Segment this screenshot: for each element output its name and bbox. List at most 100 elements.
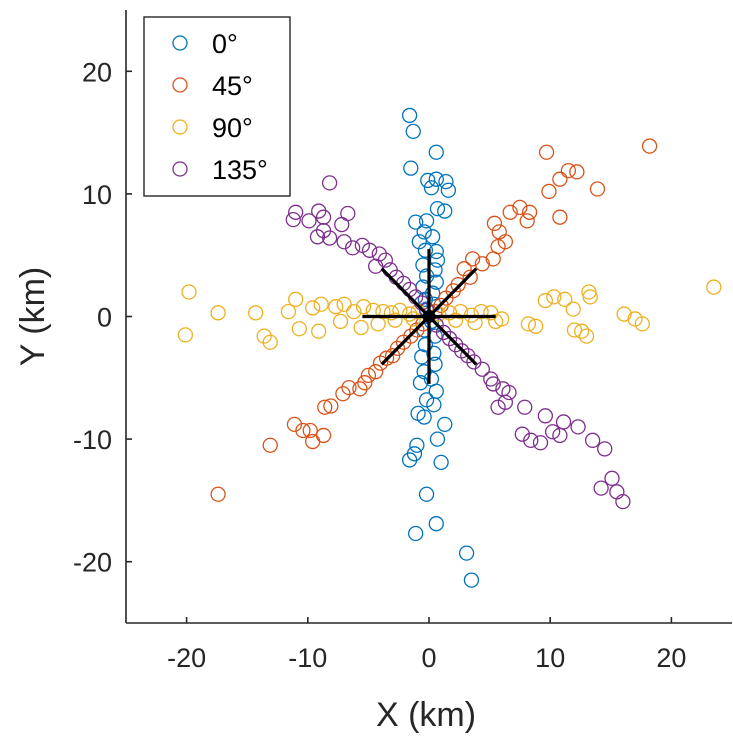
data-point bbox=[387, 312, 403, 328]
data-point bbox=[323, 398, 339, 414]
data-point bbox=[411, 234, 427, 250]
data-point bbox=[321, 175, 338, 191]
data-point bbox=[334, 216, 350, 233]
data-point bbox=[429, 252, 446, 268]
legend-label: 0° bbox=[212, 29, 238, 59]
data-point bbox=[360, 367, 377, 383]
data-point bbox=[328, 299, 344, 315]
data-point bbox=[341, 379, 357, 396]
data-point bbox=[336, 234, 352, 250]
data-point bbox=[435, 324, 452, 341]
data-point bbox=[288, 204, 304, 220]
data-point bbox=[262, 437, 278, 453]
data-point bbox=[301, 213, 317, 229]
data-point bbox=[450, 276, 466, 293]
data-point bbox=[456, 261, 472, 277]
data-point bbox=[352, 381, 368, 397]
data-point bbox=[441, 330, 458, 347]
data-point bbox=[520, 316, 537, 332]
data-point bbox=[409, 322, 425, 338]
data-point bbox=[428, 144, 444, 160]
legend: 0° 45° 90° 135° bbox=[143, 16, 291, 197]
data-point bbox=[552, 171, 568, 187]
series-3 bbox=[285, 175, 631, 510]
data-point bbox=[521, 204, 538, 220]
data-point bbox=[406, 446, 423, 462]
data-point bbox=[581, 284, 597, 300]
data-point bbox=[532, 435, 549, 451]
data-point bbox=[344, 240, 361, 256]
data-point bbox=[285, 211, 301, 228]
data-point bbox=[395, 334, 412, 350]
data-point bbox=[541, 183, 557, 200]
data-point bbox=[582, 289, 598, 305]
data-point bbox=[408, 525, 424, 542]
data-point bbox=[304, 300, 321, 316]
data-point bbox=[401, 107, 418, 124]
data-point bbox=[706, 279, 722, 295]
x-tick-label: -20 bbox=[167, 643, 206, 673]
data-point bbox=[429, 200, 446, 217]
data-point bbox=[537, 408, 554, 424]
data-point bbox=[609, 484, 625, 500]
data-point bbox=[557, 291, 573, 307]
legend-label: 45° bbox=[212, 71, 253, 101]
data-point bbox=[565, 301, 581, 317]
data-point bbox=[584, 432, 601, 448]
data-point bbox=[288, 291, 304, 307]
data-point bbox=[485, 376, 501, 392]
data-point bbox=[429, 431, 446, 447]
data-point bbox=[423, 180, 440, 196]
data-point bbox=[491, 224, 507, 240]
data-point bbox=[634, 316, 650, 332]
data-point bbox=[304, 433, 321, 450]
data-point bbox=[494, 311, 510, 327]
data-point bbox=[593, 480, 609, 496]
data-point bbox=[418, 486, 435, 502]
data-point bbox=[458, 545, 475, 561]
x-tick-label: 10 bbox=[535, 643, 565, 673]
data-point bbox=[641, 138, 658, 154]
y-tick-label: -10 bbox=[73, 425, 112, 455]
data-point bbox=[464, 251, 481, 267]
data-point bbox=[383, 305, 400, 321]
x-tick-label: 0 bbox=[421, 643, 436, 673]
y-tick-label: 10 bbox=[82, 180, 112, 210]
data-point bbox=[615, 493, 631, 510]
data-point bbox=[340, 205, 356, 222]
data-point bbox=[295, 422, 311, 439]
data-point bbox=[485, 251, 501, 267]
legend-marker bbox=[172, 77, 188, 93]
y-axis-label: Y (km) bbox=[14, 267, 52, 366]
data-point bbox=[368, 258, 384, 274]
data-point bbox=[417, 242, 434, 258]
data-point bbox=[313, 296, 329, 312]
data-point bbox=[517, 399, 533, 415]
data-point bbox=[311, 323, 327, 339]
data-point bbox=[538, 144, 555, 160]
data-point bbox=[309, 229, 326, 245]
data-point bbox=[286, 416, 303, 433]
data-point bbox=[448, 312, 464, 328]
data-point bbox=[405, 123, 421, 140]
center-marker bbox=[422, 310, 436, 323]
data-point bbox=[321, 230, 338, 246]
data-point bbox=[560, 162, 577, 179]
data-point bbox=[416, 409, 432, 425]
y-tick-label: -20 bbox=[73, 548, 112, 578]
data-point bbox=[426, 397, 442, 413]
data-point bbox=[418, 213, 435, 229]
data-point bbox=[317, 399, 333, 415]
data-point bbox=[401, 452, 418, 468]
data-point bbox=[448, 337, 464, 353]
data-point bbox=[546, 289, 562, 305]
data-point bbox=[433, 454, 449, 471]
data-point bbox=[501, 384, 517, 401]
data-point bbox=[574, 323, 590, 339]
data-point bbox=[368, 364, 384, 380]
data-point bbox=[604, 470, 620, 486]
data-point bbox=[438, 173, 454, 190]
data-point bbox=[426, 345, 442, 361]
data-point bbox=[403, 160, 419, 176]
